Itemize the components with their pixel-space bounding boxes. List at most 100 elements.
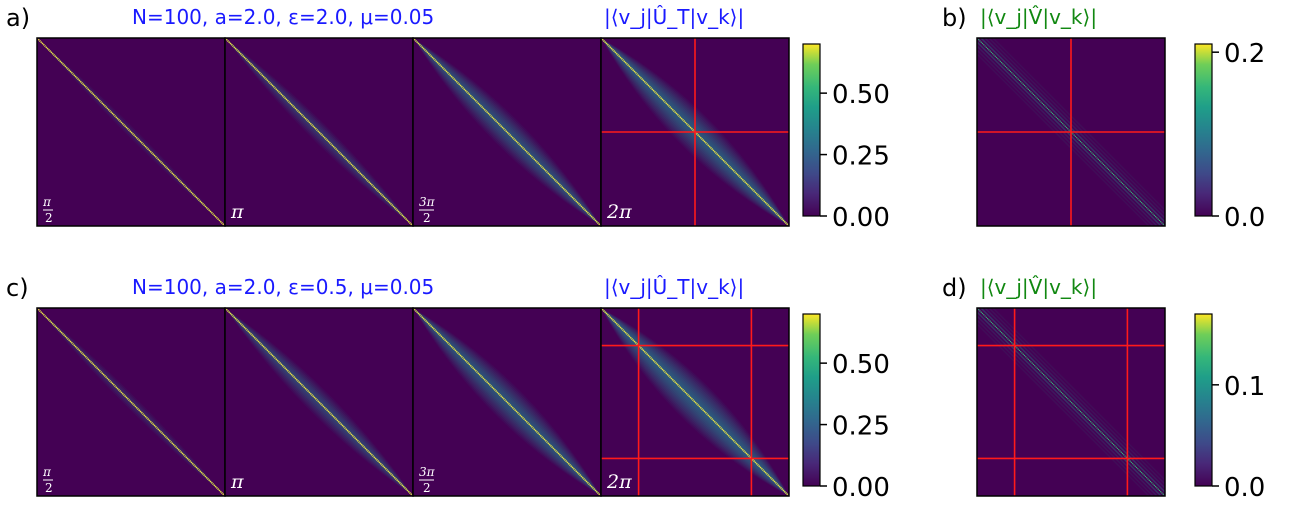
time-label: 2π (606, 471, 632, 493)
matrix-frame (600, 37, 790, 227)
colorbar-tick-label: 0.00 (832, 473, 890, 503)
band-spread (413, 308, 601, 496)
band-spread (413, 38, 601, 226)
panel-letter: c) (6, 274, 29, 302)
band-spread (601, 308, 789, 496)
band-spread (225, 38, 413, 226)
time-label-denominator: 2 (45, 481, 53, 495)
off-diagonal-line (976, 49, 1154, 227)
band-spread (37, 308, 225, 496)
panel-letter: b) (942, 4, 967, 32)
band-spread (413, 308, 601, 496)
matrix-panel: π (224, 307, 414, 497)
diagonal-line (224, 37, 414, 227)
band-spread (37, 308, 225, 496)
diagonal-line (976, 307, 1166, 497)
off-diagonal-line (976, 45, 1158, 227)
band-spread (413, 308, 601, 496)
band-spread (413, 308, 601, 496)
off-diagonal-line (976, 41, 1162, 227)
v-panel-title: |⟨v_j|V̂|v_k⟩| (980, 5, 1097, 29)
band-spread (37, 38, 225, 226)
colorbar-tick-label: 0.50 (832, 350, 890, 380)
band-spread (413, 38, 601, 226)
matrix-panel: 2π (600, 37, 790, 227)
diagonal-line (224, 307, 414, 497)
band-spread (601, 308, 789, 496)
off-diagonal-line (976, 311, 1162, 497)
band-spread (225, 38, 413, 226)
band-spread (225, 308, 413, 496)
band-spread (225, 38, 413, 226)
off-diagonal-line (980, 307, 1166, 493)
off-diagonal-line (976, 319, 1154, 497)
time-label-denominator: 2 (423, 211, 431, 225)
off-diagonal-line (976, 323, 1150, 497)
matrix-panel: 3π2 (412, 307, 602, 497)
band-spread (37, 38, 225, 226)
band-spread (37, 38, 225, 226)
off-diagonal-line (988, 307, 1166, 485)
matrix-title: |⟨v_j|Û_T|v_k⟩| (604, 275, 744, 299)
time-label-numerator: 3π (419, 195, 436, 209)
colorbar-tick-label: 0.50 (832, 80, 890, 110)
band-spread (225, 308, 413, 496)
band-spread (225, 308, 413, 496)
band-spread (413, 38, 601, 226)
time-label-numerator: 3π (419, 465, 436, 479)
colorbar-tick-label: 0.25 (832, 142, 890, 172)
off-diagonal-line (984, 37, 1166, 219)
matrix-panel: π (224, 37, 414, 227)
band-spread (225, 308, 413, 496)
band-spread (413, 308, 601, 496)
band-spread (413, 308, 601, 496)
band-spread (225, 308, 413, 496)
colorbar-tick-label: 0.2 (1224, 39, 1265, 69)
band-spread (601, 308, 789, 496)
v-panel-title: |⟨v_j|V̂|v_k⟩| (980, 275, 1097, 299)
band-spread (225, 38, 413, 226)
matrix-title: |⟨v_j|Û_T|v_k⟩| (604, 5, 744, 29)
panel-letter: d) (942, 274, 967, 302)
diagonal-line (36, 37, 226, 227)
off-diagonal-line (980, 37, 1166, 223)
matrix-frame (600, 307, 790, 497)
band-spread (413, 38, 601, 226)
params-label: N=100, a=2.0, ε=2.0, μ=0.05 (132, 5, 434, 29)
colorbar-tick-label: 0.25 (832, 412, 890, 442)
time-label-denominator: 2 (45, 211, 53, 225)
panel-letter: a) (6, 4, 30, 32)
colorbar-tick-label: 0.1 (1224, 372, 1265, 402)
band-spread (413, 38, 601, 226)
off-diagonal-line (992, 37, 1166, 211)
diagonal-line (600, 307, 790, 497)
band-spread (413, 308, 601, 496)
band-spread (413, 38, 601, 226)
diagonal-line (412, 37, 602, 227)
off-diagonal-line (992, 307, 1166, 481)
band-spread (413, 308, 601, 496)
band-spread (225, 308, 413, 496)
band-spread (37, 308, 225, 496)
colorbar (1194, 313, 1213, 487)
time-label: π (230, 471, 244, 493)
matrix-frame (976, 307, 1166, 497)
params-label: N=100, a=2.0, ε=0.5, μ=0.05 (132, 275, 434, 299)
band-spread (601, 308, 789, 496)
v-matrix-panel (976, 307, 1166, 497)
band-spread (601, 308, 789, 496)
off-diagonal-line (988, 37, 1166, 215)
band-spread (413, 308, 601, 496)
matrix-panel: 3π2 (412, 37, 602, 227)
colorbar (802, 43, 821, 217)
matrix-panel: π2 (36, 37, 226, 227)
colorbar-tick-label: 0.0 (1224, 203, 1265, 233)
band-spread (413, 38, 601, 226)
diagonal-line (412, 307, 602, 497)
time-label-denominator: 2 (423, 481, 431, 495)
off-diagonal-line (976, 53, 1150, 227)
figure-row-1: c) N=100, a=2.0, ε=0.5, μ=0.05 |⟨v_j|Û_T|v… (6, 274, 1265, 503)
diagonal-line (976, 37, 1166, 227)
band-spread (601, 308, 789, 496)
